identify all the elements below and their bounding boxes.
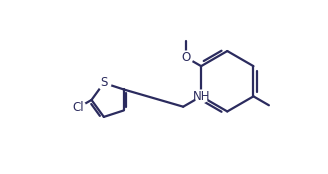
Text: S: S bbox=[100, 77, 108, 89]
Text: NH: NH bbox=[193, 90, 210, 103]
Text: Cl: Cl bbox=[73, 101, 84, 114]
Text: O: O bbox=[181, 51, 190, 64]
